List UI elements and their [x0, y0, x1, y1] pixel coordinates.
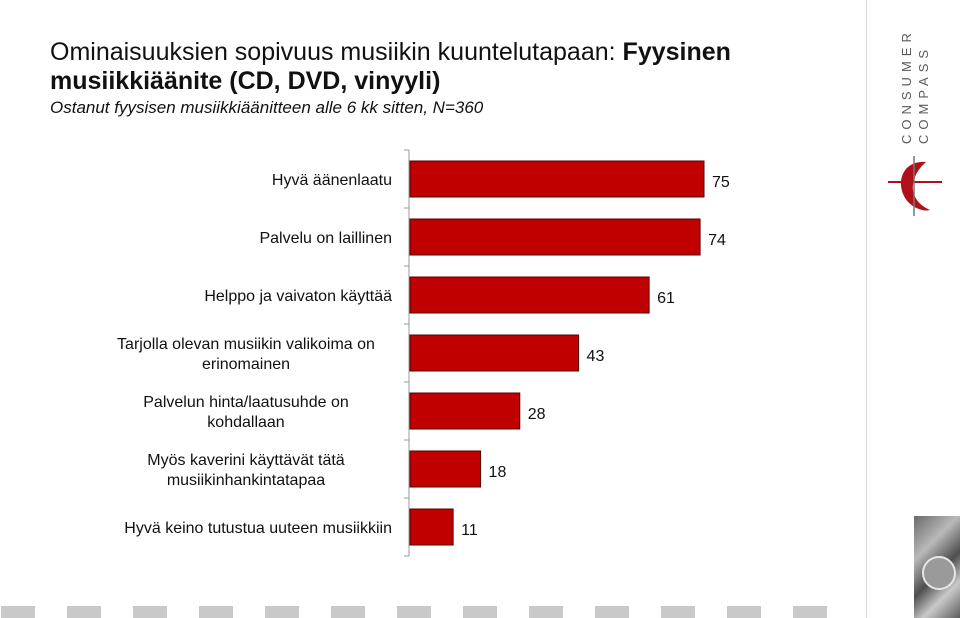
consumer-compass-logo: CONSUMER COMPASS: [899, 30, 931, 144]
chart-title-bold: Fyysinen musiikkiäänite (CD, DVD, vinyyl…: [50, 38, 731, 95]
bar: [409, 276, 650, 314]
logo-line1: CONSUMER: [899, 30, 914, 144]
chart-title: Ominaisuuksien sopivuus musiikin kuuntel…: [50, 38, 830, 96]
data-label: 43: [587, 348, 605, 365]
bar: [409, 160, 705, 198]
compass-dial-icon: [922, 556, 956, 590]
data-label: 75: [712, 174, 730, 191]
category-label: Palvelun hinta/laatusuhde on kohdallaan: [143, 394, 349, 431]
bottom-strip-block: [199, 606, 233, 618]
side-divider: [866, 0, 867, 618]
bottom-strip-block: [397, 606, 431, 618]
bottom-strip-block: [331, 606, 365, 618]
bottom-decoration: [0, 606, 866, 618]
bottom-strip-block: [67, 606, 101, 618]
compass-photo: [914, 516, 960, 618]
bar: [409, 450, 482, 488]
category-label: Myös kaverini käyttävät tätä musiikinhank…: [147, 452, 345, 489]
bar: [409, 508, 454, 546]
data-label: 28: [528, 406, 546, 423]
category-label: Tarjolla olevan musiikin valikoima on eri…: [117, 336, 375, 373]
data-label: 74: [708, 232, 726, 249]
logo-line2: COMPASS: [916, 45, 931, 144]
data-label: 11: [461, 522, 478, 539]
category-label: Palvelu on laillinen: [259, 230, 392, 247]
category-label: Helppo ja vaivaton käyttää: [204, 288, 392, 305]
bottom-strip-block: [793, 606, 827, 618]
bottom-strip-block: [1, 606, 35, 618]
bottom-strip-block: [265, 606, 299, 618]
chart-title-normal: Ominaisuuksien sopivuus musiikin kuuntel…: [50, 38, 623, 66]
bar-chart: 75 Hyvä äänenlaatu 74 Palvelu on laillinen 6…: [117, 149, 730, 557]
category-label: Hyvä äänenlaatu: [272, 172, 392, 189]
data-label: 61: [657, 290, 675, 307]
bar: [409, 334, 580, 372]
bottom-strip-block: [529, 606, 563, 618]
bar: [409, 392, 521, 430]
data-label: 18: [489, 464, 507, 481]
bottom-strip-block: [727, 606, 761, 618]
bottom-strip-block: [463, 606, 497, 618]
bottom-strip-block: [661, 606, 695, 618]
category-label: Hyvä keino tutustua uuteen musiikkiin: [124, 520, 392, 537]
bottom-strip-block: [133, 606, 167, 618]
chart-subtitle: Ostanut fyysisen musiikkiäänitteen alle …: [50, 98, 484, 117]
bar: [409, 218, 701, 256]
bottom-strip-block: [595, 606, 629, 618]
compass-logo-icon: [888, 156, 942, 216]
